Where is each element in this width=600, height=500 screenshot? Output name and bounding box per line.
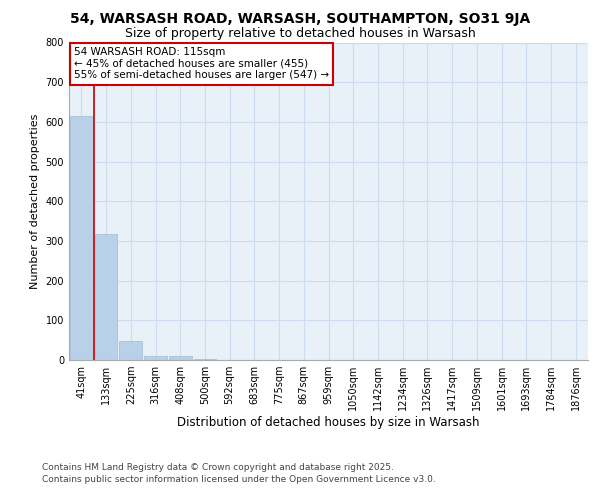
Text: Contains HM Land Registry data © Crown copyright and database right 2025.: Contains HM Land Registry data © Crown c… — [42, 462, 394, 471]
Text: 54, WARSASH ROAD, WARSASH, SOUTHAMPTON, SO31 9JA: 54, WARSASH ROAD, WARSASH, SOUTHAMPTON, … — [70, 12, 530, 26]
Bar — [70, 116, 93, 360]
Bar — [169, 356, 191, 360]
Text: 54 WARSASH ROAD: 115sqm
← 45% of detached houses are smaller (455)
55% of semi-d: 54 WARSASH ROAD: 115sqm ← 45% of detache… — [74, 48, 329, 80]
Text: Size of property relative to detached houses in Warsash: Size of property relative to detached ho… — [125, 28, 475, 40]
Bar — [119, 341, 142, 360]
Bar — [95, 234, 118, 360]
Bar — [194, 359, 216, 360]
Text: Contains public sector information licensed under the Open Government Licence v3: Contains public sector information licen… — [42, 475, 436, 484]
Y-axis label: Number of detached properties: Number of detached properties — [30, 114, 40, 289]
Bar — [144, 356, 167, 360]
X-axis label: Distribution of detached houses by size in Warsash: Distribution of detached houses by size … — [177, 416, 480, 429]
